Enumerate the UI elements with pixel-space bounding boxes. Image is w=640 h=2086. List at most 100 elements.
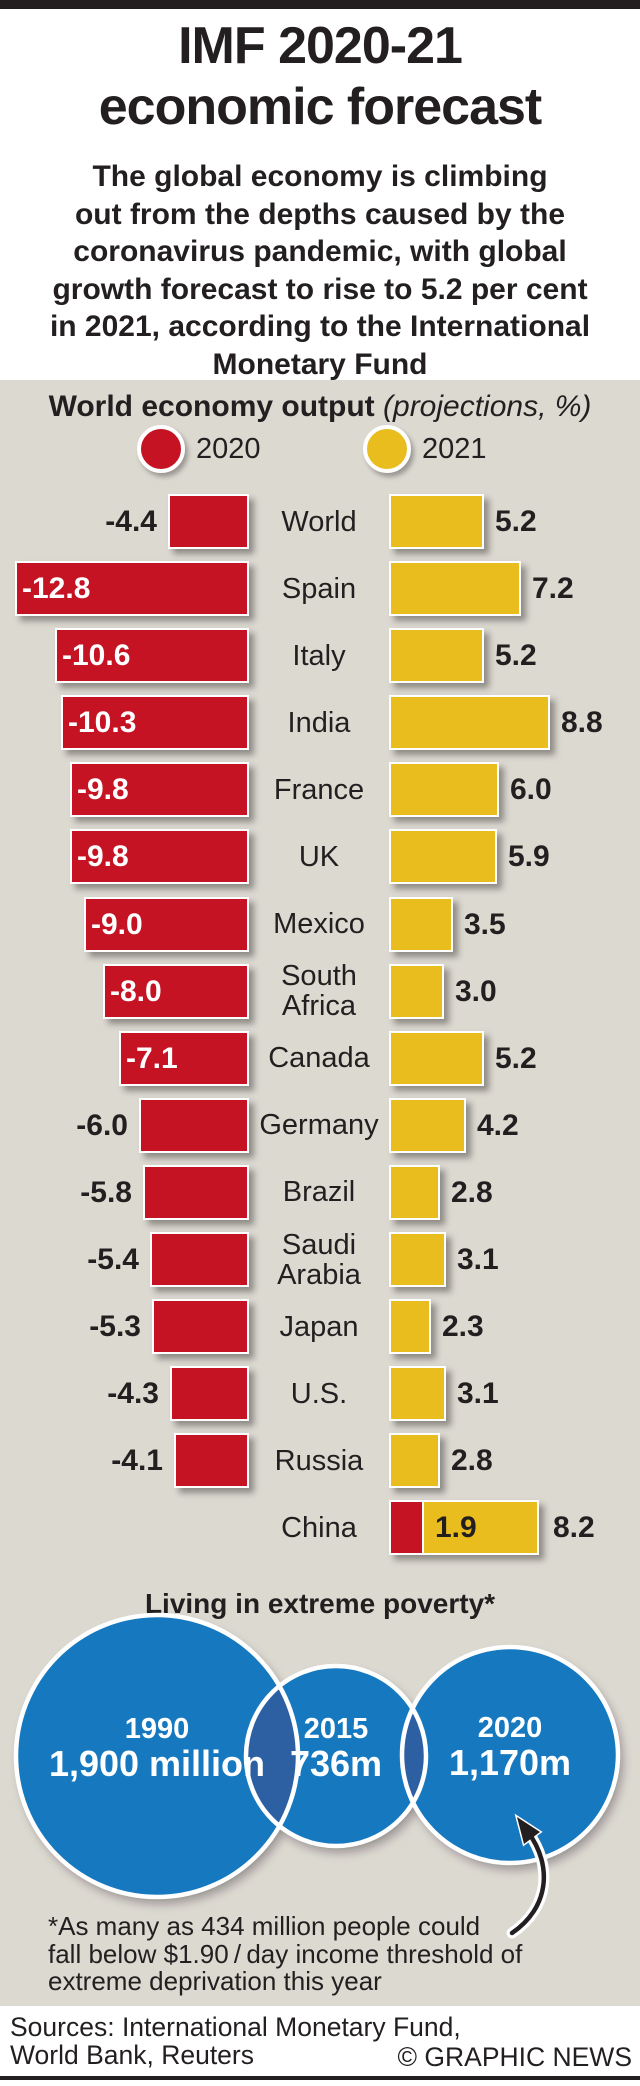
- bar-2021: [389, 1299, 431, 1355]
- value-label-2021: 5.2: [495, 505, 537, 538]
- zone-2021: 8.8: [389, 695, 640, 751]
- value-label-2021: 3.1: [457, 1377, 499, 1411]
- value-label-2020: -5.4: [87, 1243, 139, 1277]
- circle-2020: [402, 1647, 618, 1863]
- circle-1990-value: 1,900 million: [48, 1743, 266, 1784]
- value-label-2020: -4.3: [107, 1377, 159, 1411]
- chart-row-saudi-arabia: -5.4 Saudi Arabia 3.1: [0, 1226, 640, 1293]
- bar-2021: [389, 829, 497, 885]
- bar-2020: [143, 1164, 249, 1220]
- chart-row-u-s-: -4.3 U.S. 3.1: [0, 1360, 640, 1427]
- bar-2021: [389, 494, 484, 549]
- bar-2020: [70, 762, 249, 818]
- value-label-2020: 1.9: [435, 1511, 477, 1545]
- chart-row-france: -9.8 France 6.0: [0, 756, 640, 823]
- value-label-2020: -9.8: [77, 840, 129, 874]
- value-label-2021: 4.2: [477, 1108, 519, 1142]
- value-label-2020: -6.0: [76, 1108, 128, 1142]
- legend-2021-label: 2021: [422, 433, 487, 465]
- chart-subtitle: (projections, %): [383, 390, 592, 423]
- country-label: Germany: [259, 1109, 379, 1142]
- zone-2020: -4.1: [0, 1433, 249, 1489]
- circle-2015-year: 2015: [303, 1713, 369, 1745]
- value-label-2020: -10.6: [62, 639, 131, 673]
- bar-2020: [174, 1433, 249, 1489]
- country-label: Japan: [279, 1310, 359, 1343]
- value-label-2021: 5.2: [495, 1041, 537, 1075]
- country-label: Italy: [292, 639, 346, 672]
- bar-2020: [70, 829, 249, 885]
- country-label: Brazil: [282, 1176, 356, 1209]
- bar-2020: [103, 963, 249, 1019]
- zone-2020: -9.8: [0, 762, 249, 818]
- bar-2020: [170, 1366, 249, 1422]
- bar-2021: [389, 1366, 446, 1422]
- chart-rows: -4.4 World 5.2 -12.8 Spain 7.2 -10.6 Italy 5.2 -1…: [0, 488, 640, 1562]
- country-label: France: [273, 773, 365, 806]
- value-label-2021: 2.8: [451, 1175, 493, 1209]
- chart-row-germany: -6.0 Germany 4.2: [0, 1092, 640, 1159]
- zone-2020: -8.0: [0, 963, 249, 1019]
- value-label-2021: 8.2: [553, 1511, 595, 1545]
- zone-2020: -7.1: [0, 1030, 249, 1086]
- chart-row-brazil: -5.8 Brazil 2.8: [0, 1159, 640, 1226]
- zone-2021: 5.9: [389, 829, 640, 885]
- chart-row-india: -10.3 India 8.8: [0, 689, 640, 756]
- bar-2021: [389, 1433, 440, 1489]
- poverty-venn-diagram: [13, 1612, 621, 1939]
- value-label-2020: -9.0: [91, 907, 143, 941]
- zone-2020: -10.6: [0, 628, 249, 684]
- value-label-2021: 8.8: [561, 706, 603, 740]
- chart-title: World economy output: [48, 390, 375, 423]
- bar-2020: [389, 1500, 424, 1556]
- bar-2021: [389, 963, 444, 1019]
- legend-2020-label: 2020: [196, 433, 261, 465]
- zone-2021: 6.0: [389, 762, 640, 818]
- page-title: IMF 2020-21 economic forecast: [98, 17, 543, 136]
- zone-2021: 5.2: [389, 494, 640, 549]
- chart-header: World economy output (projections, %): [0, 391, 640, 423]
- bar-2021: [389, 695, 550, 751]
- zone-2020: [0, 1500, 249, 1555]
- credit-text: © GRAPHIC NEWS: [397, 2042, 633, 2072]
- zone-2020: -4.3: [0, 1366, 249, 1422]
- zone-2020: -9.8: [0, 829, 249, 885]
- bar-2020: [152, 1299, 249, 1355]
- zone-2021: 3.0: [389, 963, 640, 1019]
- value-label-2020: -9.8: [77, 773, 129, 807]
- bar-2020: [55, 628, 249, 684]
- country-label: Spain: [281, 572, 357, 605]
- value-label-2020: -12.8: [22, 572, 91, 606]
- zone-2021: 1.9 8.2: [389, 1500, 640, 1556]
- country-label: China: [281, 1511, 357, 1544]
- bar-2020: [61, 695, 249, 751]
- chart-row-world: -4.4 World 5.2: [0, 488, 640, 555]
- value-label-2020: -7.1: [126, 1041, 178, 1075]
- zone-2020: -4.4: [0, 494, 249, 549]
- value-label-2020: -5.3: [89, 1310, 141, 1344]
- bar-2021: [389, 896, 453, 952]
- value-label-2021: 7.2: [532, 572, 574, 606]
- bar-2020: [150, 1232, 249, 1288]
- value-label-2020: -4.4: [105, 505, 157, 538]
- bar-2020: [168, 494, 249, 549]
- zone-2021: 3.1: [389, 1232, 640, 1288]
- chart-row-italy: -10.6 Italy 5.2: [0, 622, 640, 689]
- intro-text: The global economy is climbing out from …: [49, 160, 591, 381]
- value-label-2021: 5.9: [508, 840, 550, 874]
- country-label: Saudi Arabia: [277, 1228, 361, 1291]
- zone-2020: -5.8: [0, 1164, 249, 1220]
- legend-2020-icon: [137, 425, 185, 473]
- country-label: World: [281, 505, 357, 538]
- zone-2021: 3.1: [389, 1366, 640, 1422]
- bar-2021: [389, 1232, 446, 1288]
- arrow-to-2020-circle: [506, 1813, 550, 1939]
- country-label: Mexico: [273, 908, 365, 941]
- zone-2021: 4.2: [389, 1097, 640, 1153]
- zone-2020: -5.3: [0, 1299, 249, 1355]
- country-label: India: [287, 706, 351, 739]
- chart-row-japan: -5.3 Japan 2.3: [0, 1293, 640, 1360]
- country-label: Russia: [274, 1444, 364, 1477]
- zone-2021: 5.2: [389, 628, 640, 684]
- chart-row-mexico: -9.0 Mexico 3.5: [0, 891, 640, 958]
